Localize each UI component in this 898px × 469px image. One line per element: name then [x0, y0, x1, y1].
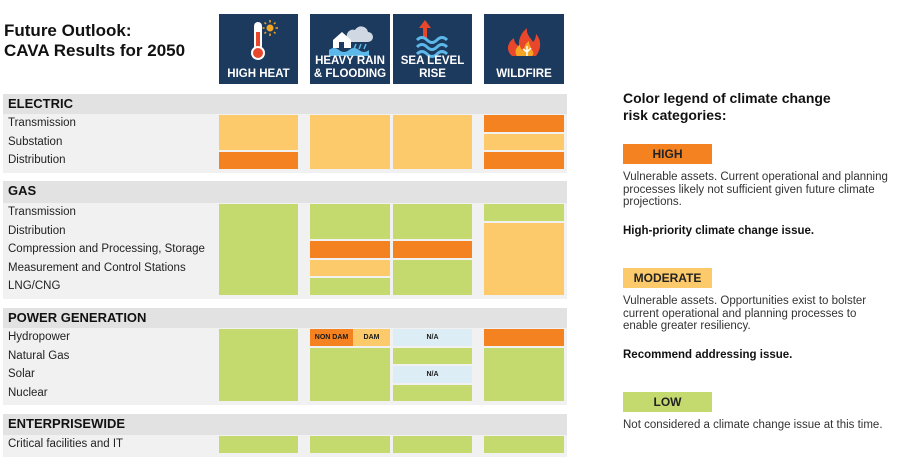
row-label: Solar	[8, 368, 35, 381]
risk-cell-label: DAM	[363, 333, 380, 341]
risk-cell	[310, 347, 390, 402]
risk-cell	[310, 259, 390, 277]
risk-cell	[393, 241, 472, 258]
risk-cell	[484, 347, 564, 402]
risk-cell	[310, 115, 390, 169]
sea-level-rise-icon	[415, 20, 448, 58]
risk-cell	[484, 204, 564, 221]
section-title: POWER GENERATION	[8, 310, 147, 325]
row-label: Measurement and Control Stations	[8, 261, 186, 274]
risk-cell-label: N/A	[426, 333, 439, 341]
section-title: GAS	[8, 183, 37, 198]
risk-cell	[353, 329, 390, 346]
legend-title-line2: risk categories:	[623, 107, 727, 123]
section-header-band	[3, 308, 567, 328]
legend-title-line1: Color legend of climate change	[623, 90, 831, 106]
risk-cell	[310, 278, 390, 295]
row-label: Transmission	[8, 117, 76, 129]
chart-title: Future Outlook: CAVA Results for 2050	[4, 21, 214, 61]
column-header-label-line: WILDFIRE	[496, 68, 552, 80]
risk-cell	[393, 204, 472, 240]
risk-cell	[310, 241, 390, 258]
risk-matrix: ELECTRIC Transmission Substation Distributi…	[3, 94, 567, 457]
risk-cell	[484, 133, 564, 151]
risk-cell	[393, 259, 472, 295]
risk-cell	[310, 329, 353, 346]
chart-title-line1: Future Outlook:	[4, 21, 132, 40]
row-label: Natural Gas	[8, 349, 70, 362]
row-label: Substation	[8, 135, 63, 148]
risk-cell	[393, 384, 472, 402]
risk-cell	[219, 329, 298, 402]
column-header-high-heat: HIGH HEAT	[219, 14, 298, 84]
row-label: Hydropower	[8, 331, 70, 343]
column-header-label-line: HEAVY RAIN	[315, 55, 385, 67]
risk-cell	[484, 436, 564, 453]
risk-cell	[393, 366, 472, 383]
legend-swatch-moderate: MODERATE	[623, 268, 712, 288]
section-header-band	[3, 94, 567, 114]
row-label: Nuclear	[8, 386, 48, 399]
column-header-label: SEA LEVEL RISE	[393, 55, 472, 81]
risk-cell	[484, 115, 564, 132]
legend-swatch-low: LOW	[623, 392, 712, 412]
column-header-label: HIGH HEAT	[219, 68, 298, 81]
risk-cell	[484, 222, 564, 295]
risk-cell	[310, 204, 390, 240]
risk-cell	[393, 347, 472, 365]
row-label: Compression and Processing, Storage	[8, 243, 205, 256]
chart-title-line2: CAVA Results for 2050	[4, 41, 186, 60]
risk-cell	[484, 329, 564, 346]
wildfire-icon	[507, 28, 541, 56]
column-header-label: HEAVY RAIN & FLOODING	[310, 55, 390, 81]
risk-cell	[219, 152, 298, 169]
legend-note: Recommend addressing issue.	[623, 349, 793, 361]
risk-cell	[393, 115, 472, 169]
column-header-label-line: & FLOODING	[313, 68, 387, 80]
column-header-sea-level-rise: SEA LEVEL RISE	[393, 14, 472, 84]
legend-description: Vulnerable assets. Current operational a…	[623, 171, 888, 208]
legend-description: Not considered a climate change issue at…	[623, 419, 883, 431]
column-header-heavy-rain-flooding: HEAVY RAIN & FLOODING	[310, 14, 390, 84]
column-header-label-line: RISE	[419, 68, 446, 80]
risk-cell-label: NON DAM	[314, 333, 349, 341]
risk-cell-label: N/A	[426, 370, 439, 378]
row-label: Distribution	[8, 224, 66, 237]
legend-title: Color legend of climate change risk cate…	[623, 90, 893, 124]
section-header-band	[3, 181, 567, 203]
thermometer-sun-icon	[250, 20, 278, 60]
legend: Color legend of climate change risk cate…	[623, 90, 893, 431]
legend-swatch-high: HIGH	[623, 144, 712, 164]
rain-flood-icon	[329, 26, 373, 56]
row-label: LNG/CNG	[8, 280, 61, 293]
legend-description: Vulnerable assets. Opportunities exist t…	[623, 295, 867, 332]
row-label: Critical facilities and IT	[8, 438, 124, 450]
risk-cell	[393, 329, 472, 346]
column-header-wildfire: WILDFIRE	[484, 14, 564, 84]
column-header-label-line: HIGH HEAT	[227, 68, 290, 80]
risk-cell	[393, 436, 472, 453]
risk-cell	[484, 152, 564, 169]
legend-note: High-priority climate change issue.	[623, 225, 815, 237]
column-header-label: WILDFIRE	[484, 68, 564, 81]
section-header-band	[3, 414, 567, 435]
column-header-label-line: SEA LEVEL	[400, 55, 465, 67]
risk-cell	[219, 436, 298, 453]
row-label: Transmission	[8, 206, 76, 218]
risk-cell	[310, 436, 390, 453]
section-title: ENTERPRISEWIDE	[8, 416, 126, 431]
section-title: ELECTRIC	[8, 96, 73, 111]
risk-cell	[219, 204, 298, 295]
row-label: Distribution	[8, 154, 66, 167]
risk-cell	[219, 115, 298, 151]
